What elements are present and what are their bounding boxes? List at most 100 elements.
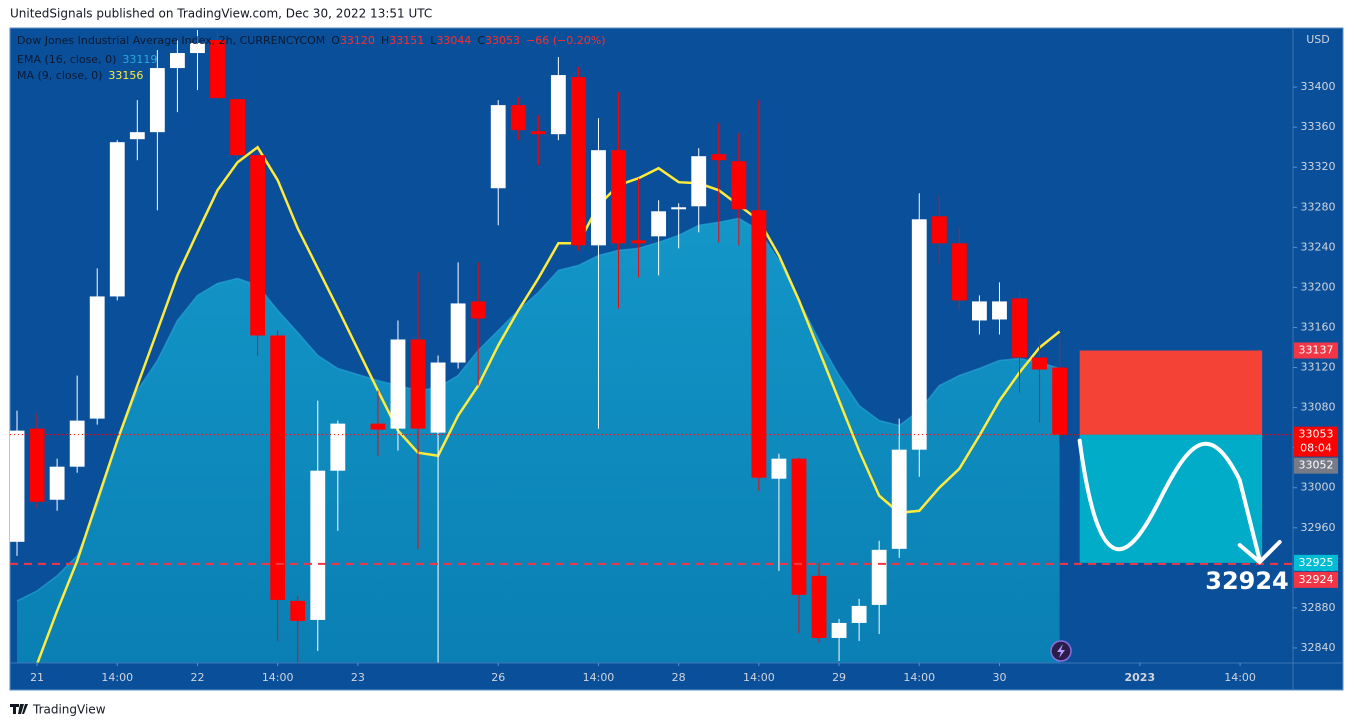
- legend-indicator: MA (9, close, 0) 33156: [17, 69, 143, 82]
- candle-body: [631, 240, 646, 244]
- candle-body: [410, 339, 426, 429]
- candle-body: [250, 155, 266, 336]
- ohlc-letter: O: [331, 34, 340, 47]
- ohlc-value: 33151: [389, 34, 424, 47]
- candle-body: [230, 99, 245, 156]
- ema-line: [16, 217, 1060, 602]
- candle-body: [891, 449, 907, 549]
- price-label-box: [1294, 571, 1338, 588]
- x-tick-label: 22: [190, 671, 204, 684]
- position-stop-zone: [1079, 350, 1263, 435]
- price-label: 33052: [1299, 459, 1334, 472]
- candle-body: [1052, 367, 1068, 435]
- candle-body: [169, 53, 185, 69]
- y-tick-label: 33120: [1301, 361, 1336, 374]
- ohlc-value: 33053: [485, 34, 520, 47]
- y-tick-label: 32960: [1301, 521, 1336, 534]
- candle-body: [550, 75, 566, 135]
- candle-body: [1032, 357, 1047, 370]
- price-label: 32924: [1299, 573, 1334, 586]
- candle-body: [129, 132, 145, 140]
- y-tick-label: 33280: [1301, 200, 1336, 213]
- x-tick-label: 2023: [1125, 671, 1156, 684]
- y-tick-label: 32840: [1301, 641, 1336, 654]
- candle-body: [370, 423, 386, 430]
- candle-body: [651, 211, 667, 237]
- candle-body: [310, 470, 326, 620]
- candle-body: [791, 458, 807, 595]
- position-target-zone: [1079, 434, 1263, 563]
- candle-body: [851, 605, 867, 623]
- logo-mark: [10, 704, 28, 714]
- plot: [10, 30, 1068, 663]
- y-tick-label: 33200: [1301, 280, 1336, 293]
- candle-body: [430, 362, 446, 433]
- y-tick-label: 33000: [1301, 481, 1336, 494]
- candle-body: [109, 142, 125, 297]
- x-tick-label: 28: [672, 671, 686, 684]
- x-tick-label: 14:00: [583, 671, 615, 684]
- legend-main: Dow Jones Industrial Average Index, 2h, …: [17, 34, 606, 47]
- candle-body: [871, 549, 887, 605]
- x-tick-label: 29: [832, 671, 846, 684]
- x-tick-label: 23: [351, 671, 365, 684]
- y-tick-label: 33080: [1301, 401, 1336, 414]
- ohlc-value: 33044: [436, 34, 471, 47]
- candle-body: [470, 301, 486, 319]
- ohlc-letter: C: [477, 34, 485, 47]
- price-label-box: [1294, 457, 1338, 474]
- footer-brand: TradingView: [32, 703, 106, 717]
- candle-body: [731, 161, 747, 210]
- forecast-curve: [1077, 438, 1262, 562]
- candle-body: [931, 216, 947, 244]
- candle-body: [831, 622, 847, 638]
- forecast-arrow: [1237, 540, 1282, 565]
- candle-body: [49, 466, 65, 500]
- price-label-box: [1294, 426, 1338, 457]
- ohlc-letter: H: [381, 34, 389, 47]
- candle-body: [1012, 298, 1027, 358]
- candle-body: [69, 420, 85, 467]
- candle-body: [29, 428, 45, 502]
- x-tick-label: 14:00: [903, 671, 935, 684]
- x-tick-label: 30: [992, 671, 1006, 684]
- x-tick-label: 14:00: [101, 671, 133, 684]
- y-tick-label: 33240: [1301, 240, 1336, 253]
- x-tick-label: 26: [491, 671, 505, 684]
- y-tick-label: 33400: [1301, 80, 1336, 93]
- candle-body: [691, 156, 707, 207]
- x-tick-label: 14:00: [1224, 671, 1256, 684]
- candle-body: [330, 423, 346, 471]
- y-tick-label: 33360: [1301, 120, 1336, 133]
- legend-change: −66 (−0.20%): [526, 34, 605, 47]
- candle-body: [591, 150, 606, 246]
- candle-body: [971, 301, 987, 321]
- x-tick-label: 14:00: [262, 671, 294, 684]
- candle-body: [270, 335, 286, 600]
- candle-body: [390, 339, 406, 429]
- indicator-value: 33119: [122, 53, 157, 66]
- candle-body: [671, 207, 687, 210]
- ohlc-letter: L: [430, 34, 437, 47]
- candle-body: [992, 301, 1007, 320]
- price-label: 32925: [1299, 556, 1334, 569]
- candle-body: [149, 68, 165, 133]
- candle-body: [751, 210, 767, 478]
- x-tick-label: 14:00: [743, 671, 775, 684]
- legend-indicator: EMA (16, close, 0) 33119: [17, 53, 157, 66]
- candle-body: [10, 430, 25, 542]
- indicator-name: EMA (16, close, 0): [17, 53, 116, 66]
- candle-body: [190, 43, 205, 54]
- candle-body: [771, 458, 787, 479]
- x-tick-label: 21: [30, 671, 44, 684]
- candle-body: [450, 303, 466, 363]
- candle-body: [951, 243, 967, 301]
- price-countdown: 08:04: [1300, 442, 1332, 455]
- currency-label: USD: [1306, 33, 1330, 46]
- ohlc-value: 33120: [340, 34, 375, 47]
- price-label-box: [1294, 342, 1338, 359]
- candle-body: [811, 575, 827, 638]
- candle-body: [210, 40, 225, 99]
- indicator-value: 33156: [108, 69, 143, 82]
